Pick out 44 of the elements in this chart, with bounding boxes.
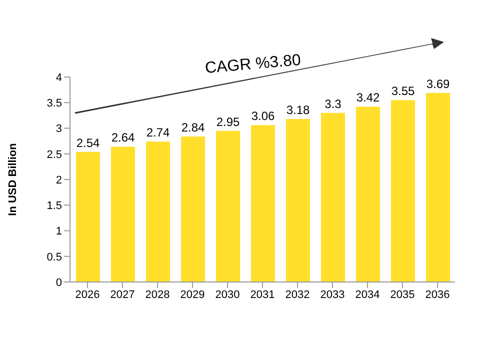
y-tick-label: 2 bbox=[56, 174, 62, 186]
bar bbox=[356, 106, 380, 282]
bar bbox=[426, 92, 450, 282]
data-label: 3.06 bbox=[251, 109, 275, 124]
data-label: 2.54 bbox=[76, 136, 100, 150]
y-tick-label: 4 bbox=[56, 72, 62, 84]
y-tick-label: 2.5 bbox=[46, 148, 62, 161]
bar bbox=[181, 136, 205, 282]
data-label: 3.3 bbox=[324, 96, 342, 111]
annotation: CAGR %3.80 bbox=[204, 52, 302, 78]
y-tick-label: 1 bbox=[56, 226, 62, 238]
data-label: 2.95 bbox=[216, 114, 240, 129]
x-tick-label: 2031 bbox=[250, 288, 275, 301]
x-tick-label: 2026 bbox=[75, 288, 100, 301]
x-tick-label: 2028 bbox=[145, 288, 170, 301]
x-tick-label: 2036 bbox=[425, 288, 450, 301]
x-tick-label: 2032 bbox=[285, 288, 310, 301]
x-tick-label: 2033 bbox=[320, 288, 345, 301]
y-axis-title: In USD Billion bbox=[6, 142, 19, 216]
bar bbox=[111, 146, 135, 282]
x-tick-label: 2030 bbox=[215, 288, 240, 301]
data-label: 2.84 bbox=[181, 120, 205, 134]
y-tick-label: 0.5 bbox=[46, 251, 62, 264]
data-label: 3.18 bbox=[286, 103, 310, 118]
data-label: 3.69 bbox=[426, 76, 450, 91]
x-tick-label: 2034 bbox=[355, 288, 380, 301]
x-tick-label: 2027 bbox=[110, 288, 135, 301]
y-tick-label: 3 bbox=[56, 123, 62, 136]
bar bbox=[391, 100, 415, 282]
data-label: 2.74 bbox=[146, 126, 170, 140]
data-label: 2.64 bbox=[111, 130, 135, 145]
y-tick-label: 0 bbox=[56, 276, 62, 289]
data-label: 3.55 bbox=[391, 84, 415, 98]
x-tick-label: 2029 bbox=[180, 288, 205, 301]
bar bbox=[146, 142, 170, 282]
data-label: 3.42 bbox=[356, 90, 380, 105]
y-tick-label: 1.5 bbox=[46, 200, 62, 212]
y-tick-label: 3.5 bbox=[46, 98, 62, 110]
x-tick-label: 2035 bbox=[390, 288, 415, 301]
bar bbox=[251, 125, 275, 282]
bar bbox=[321, 112, 345, 282]
bar bbox=[76, 152, 100, 282]
bar bbox=[216, 130, 240, 282]
bar bbox=[286, 119, 310, 282]
